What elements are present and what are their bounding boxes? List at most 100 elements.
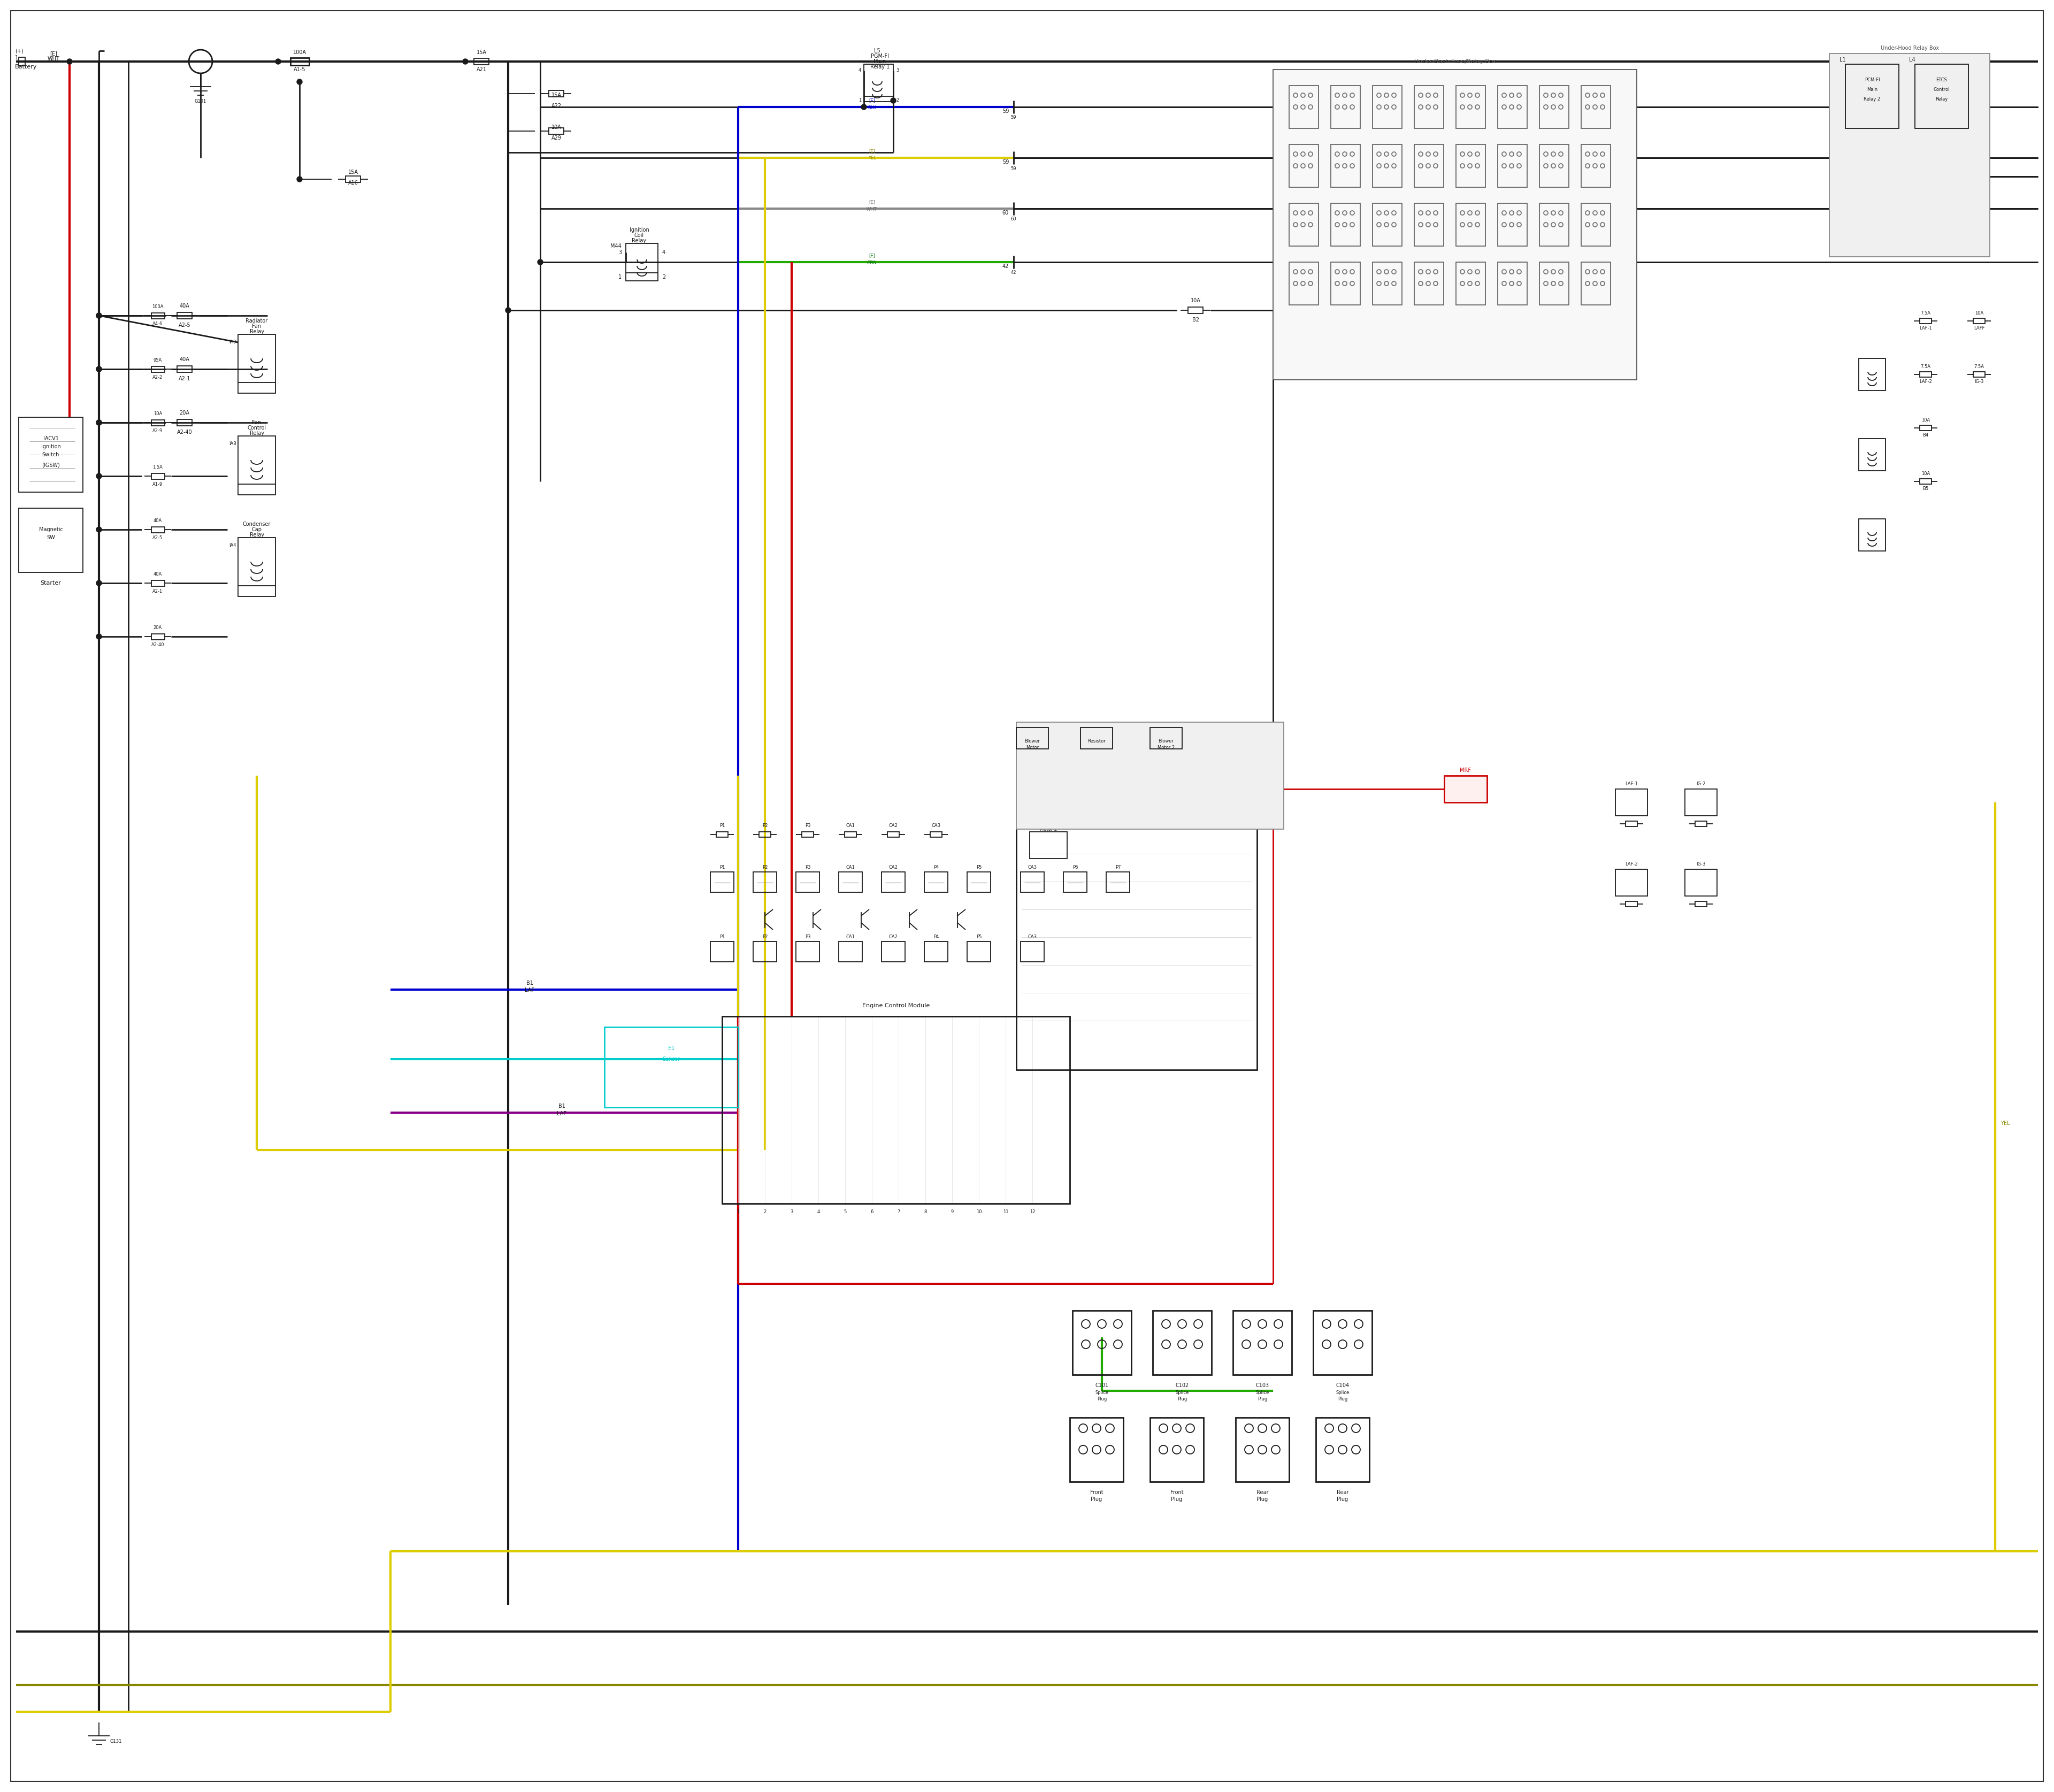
Text: Plug: Plug	[1337, 1396, 1347, 1401]
Text: 10A: 10A	[1920, 471, 1931, 477]
Text: 7.5A: 7.5A	[1904, 95, 1916, 100]
Text: E1: E1	[668, 1047, 674, 1052]
Bar	[18, 509, 82, 572]
Bar	[1497, 145, 1526, 186]
Text: IACV1: IACV1	[43, 435, 58, 441]
Bar	[924, 873, 947, 892]
Bar	[1372, 262, 1403, 305]
Bar	[604, 1027, 737, 1107]
Text: C104: C104	[1335, 1383, 1349, 1389]
Text: 4: 4	[817, 1210, 820, 1213]
Text: LAF-2: LAF-2	[1625, 862, 1637, 866]
Text: A2-2: A2-2	[152, 375, 162, 380]
Text: 1: 1	[737, 1210, 739, 1213]
Circle shape	[97, 314, 101, 319]
Bar	[711, 941, 733, 962]
Bar	[1029, 778, 1068, 805]
Bar	[626, 244, 657, 281]
Text: Starter: Starter	[41, 581, 62, 586]
Text: ETCS: ETCS	[1937, 77, 1947, 82]
Text: 6: 6	[871, 1210, 873, 1213]
Bar	[345, 176, 362, 183]
Text: B5: B5	[1923, 486, 1929, 491]
Bar	[474, 59, 489, 65]
Circle shape	[97, 473, 101, 478]
Text: Plug: Plug	[1337, 1496, 1347, 1502]
Bar	[1415, 86, 1444, 129]
Text: CA1: CA1	[846, 824, 854, 828]
Text: B2: B2	[1966, 115, 1972, 120]
Bar	[717, 831, 727, 837]
Bar	[1150, 1417, 1204, 1482]
Bar	[238, 335, 275, 392]
Bar	[1684, 788, 1717, 815]
Text: IA8: IA8	[230, 441, 236, 446]
Text: Main: Main	[1867, 88, 1877, 91]
Text: Splice: Splice	[1335, 1391, 1349, 1394]
Text: IG-3: IG-3	[1697, 862, 1705, 866]
Bar	[1232, 1310, 1292, 1374]
Text: (IGSW): (IGSW)	[41, 462, 60, 468]
Bar	[152, 366, 164, 373]
Text: 59: 59	[1002, 109, 1009, 115]
Text: A22: A22	[550, 104, 561, 109]
Text: (+): (+)	[14, 48, 23, 54]
Text: B1: B1	[526, 980, 532, 986]
Bar	[1859, 520, 1886, 550]
Bar	[1456, 262, 1485, 305]
Text: C102: C102	[1175, 1383, 1189, 1389]
Text: Control: Control	[246, 425, 267, 430]
Text: A2-1: A2-1	[152, 590, 162, 593]
Text: CA1: CA1	[846, 866, 854, 871]
Circle shape	[97, 581, 101, 586]
Text: A2-1: A2-1	[179, 376, 191, 382]
Bar	[1974, 371, 1984, 376]
Bar	[838, 873, 863, 892]
Text: 40A: 40A	[154, 518, 162, 523]
Text: M44: M44	[610, 244, 622, 249]
Bar	[1273, 70, 1637, 380]
Text: G101: G101	[195, 99, 207, 104]
Text: 40A: 40A	[179, 303, 189, 308]
Text: LAF: LAF	[524, 987, 534, 993]
Bar	[881, 941, 906, 962]
Bar	[1582, 202, 1610, 246]
Circle shape	[538, 260, 542, 265]
Text: 10A: 10A	[1964, 95, 1974, 100]
Text: P6: P6	[1072, 866, 1078, 871]
Text: 40A: 40A	[154, 572, 162, 577]
Text: Front: Front	[1171, 1489, 1183, 1495]
Text: BLU: BLU	[867, 106, 877, 109]
Text: P3: P3	[805, 935, 811, 939]
Text: P5: P5	[976, 935, 982, 939]
Bar	[967, 941, 990, 962]
Text: Fan: Fan	[253, 419, 261, 425]
Text: P3: P3	[805, 866, 811, 871]
Bar	[801, 831, 813, 837]
Text: 12: 12	[1029, 1210, 1035, 1213]
Bar	[1415, 262, 1444, 305]
Text: 20A: 20A	[154, 625, 162, 631]
Text: A2-40: A2-40	[152, 643, 164, 647]
Text: Switch: Switch	[43, 452, 60, 457]
Bar	[1920, 371, 1931, 376]
Circle shape	[97, 419, 101, 425]
Text: Rear: Rear	[1337, 1489, 1349, 1495]
Bar	[865, 65, 893, 102]
Bar	[1859, 439, 1886, 471]
Text: P4: P4	[933, 866, 939, 871]
Text: IA4: IA4	[230, 543, 236, 548]
Text: CA2: CA2	[889, 866, 898, 871]
Bar	[1920, 425, 1931, 430]
Text: Resistor: Resistor	[1087, 738, 1105, 744]
Text: A21: A21	[477, 66, 487, 72]
Text: G131: G131	[109, 1738, 121, 1744]
Bar	[1415, 202, 1444, 246]
Text: [E]: [E]	[869, 199, 875, 204]
Text: A16: A16	[347, 181, 357, 186]
Bar	[1859, 358, 1886, 391]
Bar	[760, 831, 770, 837]
Text: 4: 4	[859, 68, 861, 73]
Bar	[1372, 202, 1403, 246]
Text: CA1: CA1	[846, 935, 854, 939]
